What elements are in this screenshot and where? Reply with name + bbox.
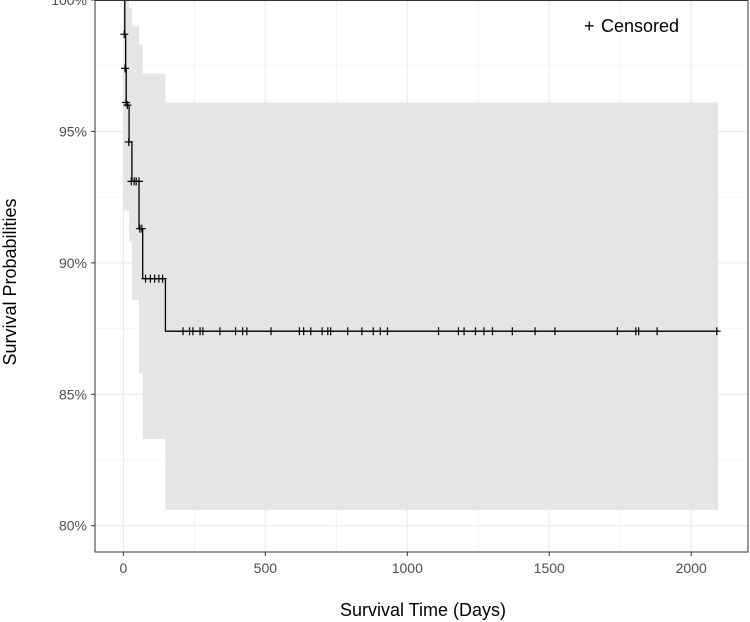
censored-mark	[267, 327, 276, 336]
censored-mark	[460, 327, 469, 336]
censored-mark	[434, 327, 443, 336]
censored-mark	[123, 101, 132, 110]
x-tick-label: 0	[119, 560, 127, 576]
confidence-band-segment	[165, 102, 719, 510]
censored-mark	[120, 30, 129, 39]
y-tick-label: 90%	[59, 255, 87, 271]
censored-mark	[306, 327, 315, 336]
censored-mark	[634, 327, 643, 336]
y-axis-ticks: 80% 85% 90% 95% 100%	[51, 0, 95, 534]
censored-mark	[550, 327, 559, 336]
x-tick-label: 2000	[676, 560, 707, 576]
legend: + Censored	[584, 16, 679, 36]
censored-mark	[488, 327, 497, 336]
censored-mark	[121, 64, 130, 73]
censored-mark	[124, 137, 133, 146]
panel-border	[94, 0, 749, 553]
survival-curve	[123, 0, 719, 332]
censored-mark	[188, 327, 197, 336]
confidence-band-segment	[142, 73, 166, 439]
legend-label: Censored	[601, 16, 679, 36]
x-axis-title: Survival Time (Days)	[340, 600, 506, 620]
censored-mark	[137, 224, 146, 233]
censored-markers	[120, 30, 721, 336]
censored-mark	[508, 327, 517, 336]
censored-mark	[531, 327, 540, 336]
confidence-band-segment	[139, 44, 143, 374]
censored-mark	[198, 327, 207, 336]
x-tick-label: 1000	[392, 560, 423, 576]
x-axis-ticks: 0 500 1000 1500 2000	[119, 552, 707, 576]
censored-mark	[357, 327, 366, 336]
censored-mark	[326, 327, 335, 336]
censored-mark	[242, 327, 251, 336]
y-tick-label: 85%	[59, 386, 87, 402]
censored-mark	[299, 327, 308, 336]
censored-mark	[231, 327, 240, 336]
censored-mark	[471, 327, 480, 336]
confidence-band	[123, 0, 719, 510]
x-tick-label: 1500	[534, 560, 565, 576]
censored-mark	[376, 327, 385, 336]
censored-mark	[383, 327, 392, 336]
censored-mark	[369, 327, 378, 336]
x-tick-label: 500	[254, 560, 278, 576]
y-tick-label: 80%	[59, 518, 87, 534]
censored-mark	[215, 327, 224, 336]
censored-mark	[613, 327, 622, 336]
confidence-band-segment	[131, 26, 140, 300]
survival-step-line	[123, 0, 719, 332]
censored-mark	[343, 327, 352, 336]
censored-mark	[712, 327, 721, 336]
y-tick-label: 95%	[59, 123, 87, 139]
censored-mark	[479, 327, 488, 336]
confidence-band-segment	[129, 7, 132, 242]
legend-symbol: +	[584, 16, 595, 36]
censored-mark	[135, 177, 144, 186]
y-tick-label: 100%	[51, 0, 87, 8]
censored-mark	[653, 327, 662, 336]
censored-mark	[158, 274, 167, 283]
y-axis-title: Survival Probabilities	[0, 198, 20, 365]
